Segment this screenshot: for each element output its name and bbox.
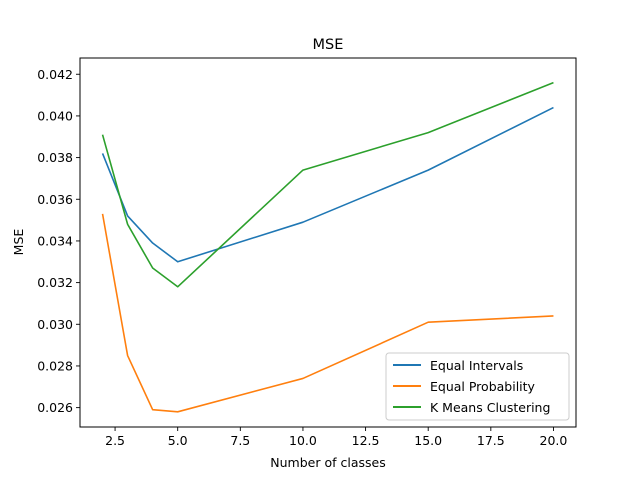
plot-lines (101, 81, 554, 413)
chart-title: MSE (313, 37, 344, 53)
x-tick-label: 7.5 (230, 433, 250, 448)
x-tick-label: 2.5 (105, 433, 125, 448)
series-line-equal-probability (101, 213, 554, 413)
legend-label-k-means-clustering: K Means Clustering (430, 400, 550, 415)
legend-label-equal-intervals: Equal Intervals (430, 358, 523, 373)
legend-label-equal-probability: Equal Probability (430, 379, 536, 394)
x-tick-label: 15.0 (414, 433, 442, 448)
y-tick-label: 0.034 (37, 233, 73, 248)
y-tick-label: 0.030 (37, 317, 73, 332)
y-axis-label: MSE (11, 229, 26, 256)
x-tick-label: 17.5 (477, 433, 505, 448)
y-tick-label: 0.038 (37, 150, 73, 165)
x-axis-label: Number of classes (270, 455, 385, 470)
x-tick-label: 10.0 (289, 433, 317, 448)
y-tick-label: 0.026 (37, 400, 73, 415)
x-tick-label: 12.5 (352, 433, 380, 448)
series-line-equal-intervals (101, 106, 554, 263)
y-tick-label: 0.036 (37, 192, 73, 207)
y-tick-label: 0.032 (37, 275, 73, 290)
x-axis-ticks: 2.5 5.0 7.5 10.0 12.5 15.0 17.5 20.0 (105, 427, 567, 448)
legend: Equal Intervals Equal Probability K Mean… (385, 352, 570, 421)
y-tick-label: 0.040 (37, 108, 73, 123)
x-tick-label: 20.0 (540, 433, 568, 448)
y-axis-ticks: 0.026 0.028 0.030 0.032 0.034 0.036 0.038 0.040… (37, 67, 80, 415)
x-tick-label: 5.0 (168, 433, 188, 448)
y-tick-label: 0.028 (37, 358, 73, 373)
y-tick-label: 0.042 (37, 67, 73, 82)
legend-box (385, 352, 570, 421)
axes-frame (79, 57, 577, 428)
series-line-k-means-clustering (101, 81, 554, 288)
